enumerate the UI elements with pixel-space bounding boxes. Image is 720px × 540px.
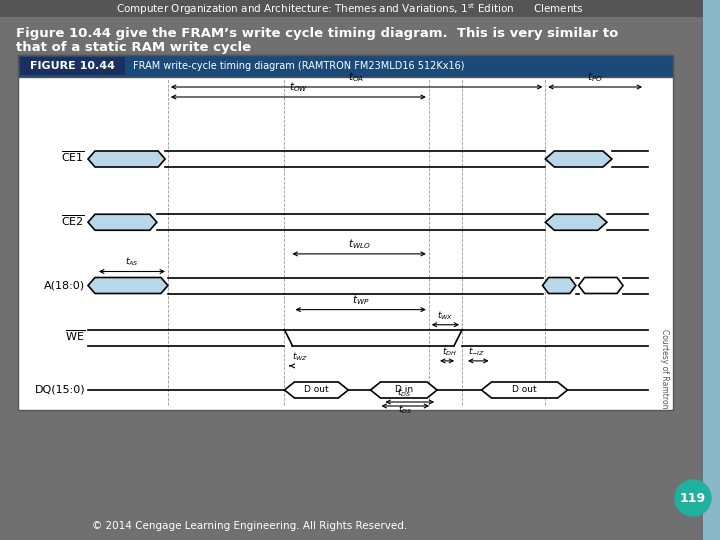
Text: DQ(15:0): DQ(15:0) xyxy=(35,385,85,395)
Text: $t_{WX}$: $t_{WX}$ xyxy=(437,309,454,322)
FancyBboxPatch shape xyxy=(703,0,720,540)
Text: $t_{WLO}$: $t_{WLO}$ xyxy=(348,237,371,251)
Text: $t_{OA}$: $t_{OA}$ xyxy=(348,70,365,84)
FancyBboxPatch shape xyxy=(0,0,703,17)
Text: $t_{DH}$: $t_{DH}$ xyxy=(442,346,457,358)
Text: 119: 119 xyxy=(680,491,706,504)
Text: that of a static RAM write cycle: that of a static RAM write cycle xyxy=(16,40,251,53)
Polygon shape xyxy=(88,278,168,294)
Text: Figure 10.44 give the FRAM’s write cycle timing diagram.  This is very similar t: Figure 10.44 give the FRAM’s write cycle… xyxy=(16,26,618,39)
Text: $t_{-IZ}$: $t_{-IZ}$ xyxy=(468,346,485,358)
Text: $t_{WP}$: $t_{WP}$ xyxy=(352,293,369,307)
FancyBboxPatch shape xyxy=(18,55,673,77)
Polygon shape xyxy=(482,382,567,398)
Text: FIGURE 10.44: FIGURE 10.44 xyxy=(30,61,115,71)
Polygon shape xyxy=(371,382,437,398)
Text: D out: D out xyxy=(304,386,329,395)
Polygon shape xyxy=(284,382,348,398)
Text: $t_{OW}$: $t_{OW}$ xyxy=(289,80,308,94)
Text: D in: D in xyxy=(395,386,413,395)
Text: $\overline{\mathrm{WE}}$: $\overline{\mathrm{WE}}$ xyxy=(65,328,85,343)
Text: $\overline{\mathrm{CE2}}$: $\overline{\mathrm{CE2}}$ xyxy=(61,213,85,227)
Text: $t_{WZ}$: $t_{WZ}$ xyxy=(292,350,309,363)
Text: D out: D out xyxy=(512,386,537,395)
Polygon shape xyxy=(579,278,623,294)
Text: FRAM write-cycle timing diagram (RAMTRON FM23MLD16 512Kx16): FRAM write-cycle timing diagram (RAMTRON… xyxy=(133,61,464,71)
Polygon shape xyxy=(88,151,165,167)
FancyBboxPatch shape xyxy=(20,57,125,75)
Polygon shape xyxy=(88,214,157,230)
Text: Courtesy of Ramtron.: Courtesy of Ramtron. xyxy=(660,329,670,411)
Text: $t_{DS}$: $t_{DS}$ xyxy=(398,403,413,416)
Text: $\overline{\mathrm{CE1}}$: $\overline{\mathrm{CE1}}$ xyxy=(61,150,85,164)
Polygon shape xyxy=(545,214,607,230)
Polygon shape xyxy=(545,151,612,167)
Circle shape xyxy=(675,480,711,516)
Text: A(18:0): A(18:0) xyxy=(44,280,85,291)
Text: Computer Organization and Architecture: Themes and Variations, 1$^{\mathsf{st}}$: Computer Organization and Architecture: … xyxy=(116,1,584,17)
Text: $t_{DS}$: $t_{DS}$ xyxy=(397,387,411,399)
Text: $t_{AS}$: $t_{AS}$ xyxy=(125,256,139,268)
Text: $t_{PO}$: $t_{PO}$ xyxy=(588,70,603,84)
Text: © 2014 Cengage Learning Engineering. All Rights Reserved.: © 2014 Cengage Learning Engineering. All… xyxy=(92,521,408,531)
FancyBboxPatch shape xyxy=(18,55,673,410)
Polygon shape xyxy=(543,278,576,294)
